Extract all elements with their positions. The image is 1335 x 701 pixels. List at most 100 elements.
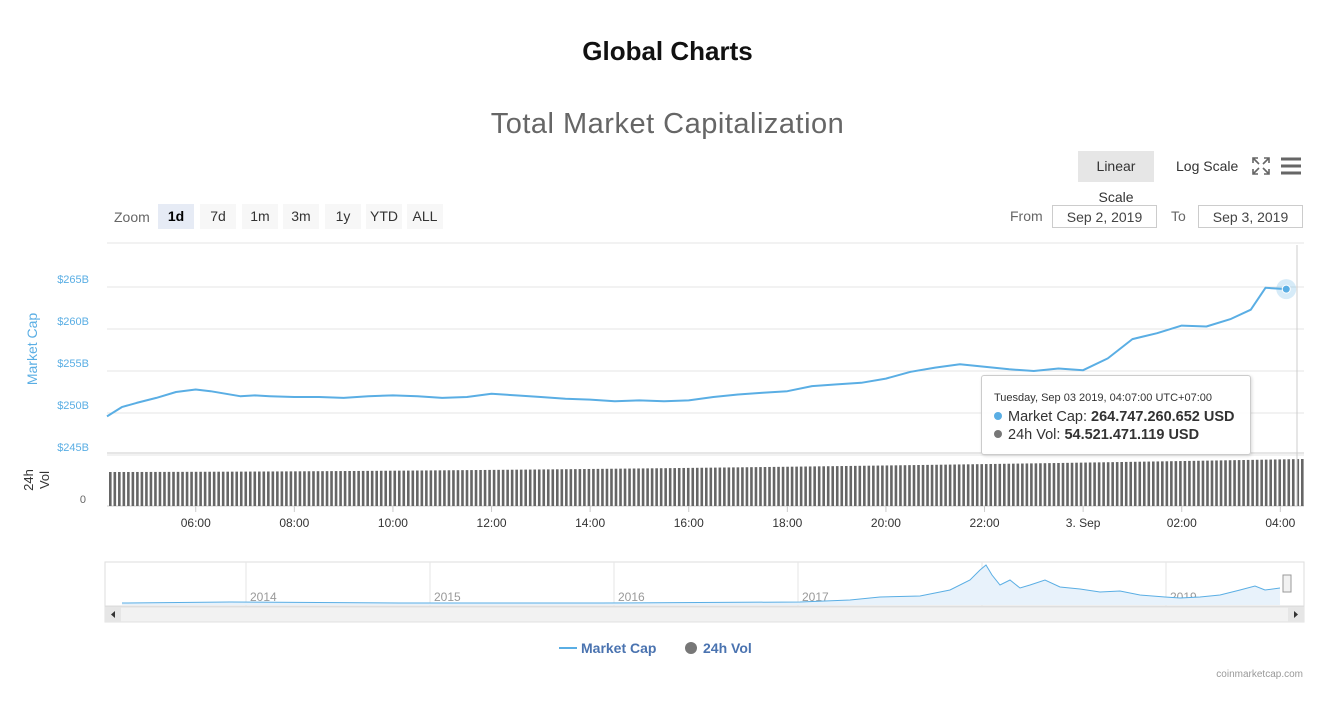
vol-bar: [366, 470, 369, 506]
vol-bar: [574, 469, 577, 506]
navigator-handle[interactable]: [1282, 574, 1292, 593]
vol-bar: [813, 466, 816, 506]
vol-bar: [957, 464, 961, 506]
tooltip: Tuesday, Sep 03 2019, 04:07:00 UTC+07:00…: [981, 375, 1251, 455]
vol-bar: [993, 463, 997, 506]
vol-bar: [262, 471, 266, 506]
vol-bar: [1269, 459, 1272, 506]
vol-bar: [881, 465, 884, 506]
x-tick-label: 16:00: [674, 516, 704, 530]
x-tick-label: 08:00: [279, 516, 309, 530]
vol-bar: [203, 471, 207, 506]
vol-bar: [772, 466, 776, 506]
vol-bar: [163, 471, 166, 506]
x-tick-label: 12:00: [477, 516, 507, 530]
vol-bar: [1084, 462, 1087, 506]
vol-bar: [1093, 462, 1096, 506]
vol-bar: [1066, 462, 1069, 506]
zoom-ytd-button[interactable]: YTD: [366, 204, 402, 229]
vol-bar: [745, 467, 749, 506]
menu-icon[interactable]: [1279, 154, 1303, 178]
vol-bar: [989, 463, 993, 506]
vol-bar: [1246, 459, 1250, 506]
vol-bar: [321, 471, 324, 506]
vol-bar: [1255, 459, 1259, 506]
vol-bar: [172, 471, 175, 506]
vol-bar: [592, 468, 595, 506]
vol-bar: [754, 467, 758, 506]
legend-market-cap-label: Market Cap: [581, 640, 657, 656]
vol-bar: [510, 469, 514, 506]
log-scale-button[interactable]: Log Scale: [1176, 158, 1239, 174]
legend-vol[interactable]: 24h Vol: [685, 640, 752, 656]
to-date-input[interactable]: Sep 3, 2019: [1198, 205, 1303, 228]
vol-bar: [533, 469, 537, 506]
vol-bar: [1287, 459, 1291, 506]
zoom-label: Zoom: [114, 209, 150, 225]
vol-bar: [1296, 459, 1300, 506]
navigator-year-label: 2014: [250, 590, 277, 604]
vol-bar: [497, 469, 500, 506]
zoom-1y-button[interactable]: 1y: [325, 204, 361, 229]
vol-bar: [208, 471, 211, 506]
legend-market-cap[interactable]: Market Cap: [559, 640, 656, 656]
y-axis-labels: $245B $250B $255B $260B $265B: [57, 274, 89, 454]
vol-bar: [1111, 462, 1114, 506]
from-label: From: [1010, 208, 1043, 224]
vol-bar: [736, 467, 740, 506]
vol-bar: [623, 468, 627, 506]
vol-bar: [352, 470, 356, 506]
vol-bar: [1079, 462, 1083, 506]
vol-bar: [465, 470, 469, 506]
scrollbar-track[interactable]: [104, 606, 1305, 623]
zoom-1m-button[interactable]: 1m: [242, 204, 278, 229]
vol-bar: [1102, 462, 1105, 506]
linear-scale-button[interactable]: Linear Scale: [1078, 151, 1154, 205]
vol-bar: [483, 469, 487, 506]
vol-bar: [1052, 463, 1056, 506]
vol-bar: [628, 468, 631, 506]
vol-bar: [537, 469, 541, 506]
vol-bar: [280, 471, 284, 506]
vol-bar: [659, 468, 663, 506]
vol-bar: [181, 471, 184, 506]
vol-bar: [235, 471, 239, 506]
vol-bar: [149, 471, 153, 506]
vol-bar: [420, 470, 424, 506]
zoom-7d-button[interactable]: 7d: [200, 204, 236, 229]
vol-bar: [646, 468, 649, 506]
vol-bar: [118, 471, 121, 506]
vol-bar: [357, 470, 360, 506]
vol-bar: [894, 465, 898, 506]
zoom-1d-button[interactable]: 1d: [158, 204, 194, 229]
vol-bar: [723, 467, 726, 506]
vol-bar: [244, 471, 248, 506]
zoom-3m-button[interactable]: 3m: [283, 204, 319, 229]
vol-bar: [551, 469, 555, 506]
navigator[interactable]: 201420152016201720182019: [104, 561, 1305, 623]
vol-bar: [1273, 459, 1277, 506]
vol-bar: [980, 464, 984, 506]
vol-bar: [1201, 460, 1205, 506]
volume-bars: [109, 459, 1304, 506]
vol-bar: [583, 469, 586, 506]
vol-bar: [339, 471, 342, 506]
vol-bar: [858, 465, 862, 506]
navigator-year-label: 2015: [434, 590, 461, 604]
vol-bar: [619, 468, 622, 506]
vol-bar: [826, 466, 830, 506]
from-date-input[interactable]: Sep 2, 2019: [1052, 205, 1157, 228]
to-label: To: [1171, 208, 1186, 224]
vol-bar: [677, 468, 681, 506]
vol-bar: [854, 465, 857, 506]
vol-bar: [953, 464, 956, 506]
credit-link[interactable]: coinmarketcap.com: [1216, 669, 1303, 680]
zoom-all-button[interactable]: ALL: [407, 204, 443, 229]
tooltip-vol-value: 54.521.471.119 USD: [1064, 427, 1200, 443]
vol-bar: [461, 470, 464, 506]
vol-bar: [411, 470, 415, 506]
fullscreen-icon[interactable]: [1249, 154, 1273, 178]
vol-bar: [948, 464, 952, 506]
vol-bar: [1007, 463, 1011, 506]
